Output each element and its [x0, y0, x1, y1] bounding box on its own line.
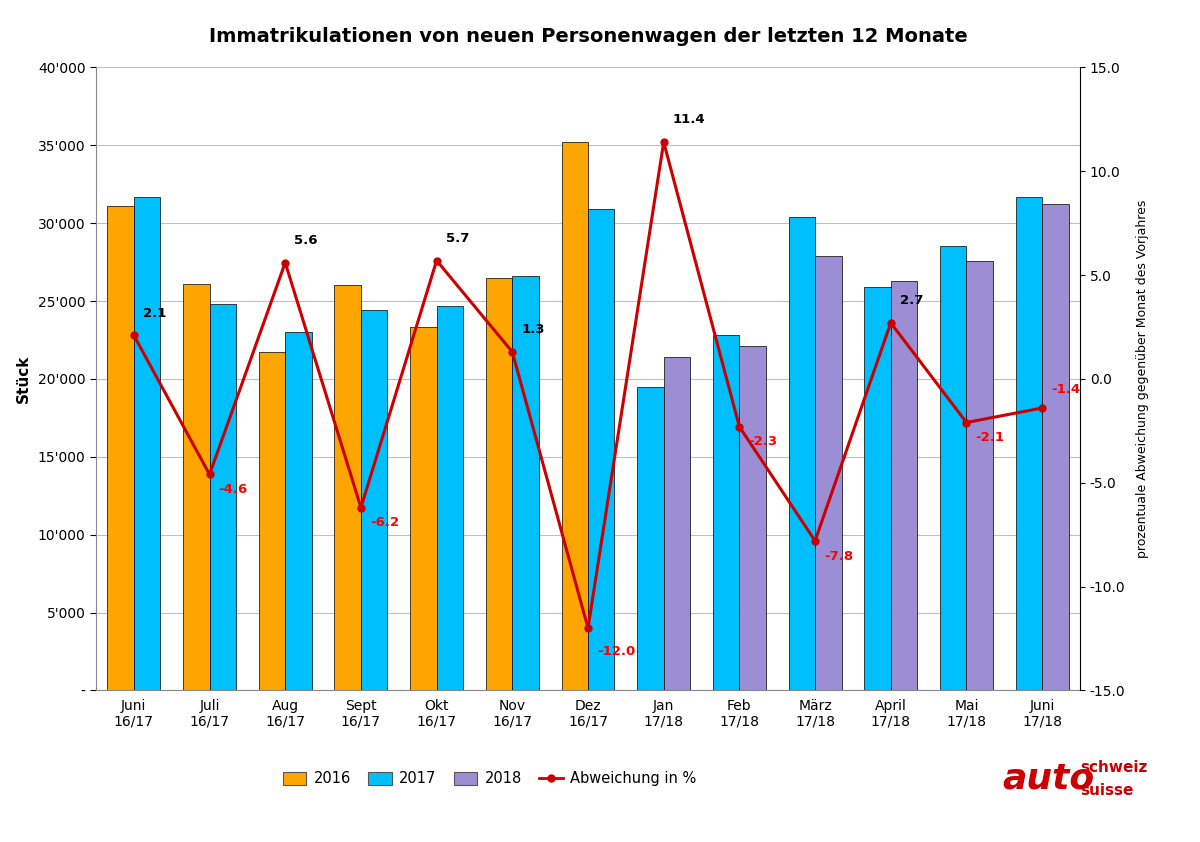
Bar	[335, 285, 361, 690]
Bar	[107, 206, 134, 690]
Text: auto: auto	[1002, 762, 1094, 796]
Text: 5.6: 5.6	[294, 234, 318, 247]
Bar	[788, 217, 815, 690]
Text: suisse: suisse	[1080, 783, 1133, 798]
Bar	[588, 209, 614, 690]
Text: -12.0: -12.0	[598, 645, 635, 658]
Text: -2.3: -2.3	[749, 435, 778, 448]
Bar	[739, 346, 766, 690]
Text: schweiz: schweiz	[1080, 759, 1147, 775]
Text: -2.1: -2.1	[976, 431, 1004, 445]
Y-axis label: prozentuale Abweichung gegenüber Monat des Vorjahres: prozentuale Abweichung gegenüber Monat d…	[1136, 200, 1150, 558]
Text: 1.3: 1.3	[521, 323, 545, 336]
Bar	[361, 311, 388, 690]
Bar	[134, 197, 161, 690]
Bar	[437, 306, 463, 690]
Text: 5.7: 5.7	[445, 232, 469, 245]
Text: -1.4: -1.4	[1051, 383, 1080, 397]
Bar	[890, 280, 917, 690]
Text: 2.7: 2.7	[900, 294, 923, 307]
Bar	[637, 386, 664, 690]
Bar	[940, 247, 966, 690]
Text: 2.1: 2.1	[143, 306, 167, 320]
Bar	[210, 304, 236, 690]
Title: Immatrikulationen von neuen Personenwagen der letzten 12 Monate: Immatrikulationen von neuen Personenwage…	[209, 27, 967, 46]
Bar	[664, 357, 690, 690]
Y-axis label: Stück: Stück	[16, 354, 31, 403]
Bar	[259, 353, 286, 690]
Legend: 2016, 2017, 2018, Abweichung in %: 2016, 2017, 2018, Abweichung in %	[277, 765, 702, 792]
Bar	[286, 332, 312, 690]
Bar	[486, 278, 512, 690]
Bar	[864, 287, 890, 690]
Bar	[410, 328, 437, 690]
Bar	[713, 335, 739, 690]
Bar	[512, 276, 539, 690]
Text: 11.4: 11.4	[673, 114, 706, 126]
Bar	[966, 260, 992, 690]
Bar	[815, 256, 841, 690]
Bar	[1042, 205, 1069, 690]
Bar	[1015, 197, 1042, 690]
Text: -7.8: -7.8	[824, 550, 853, 562]
Text: -6.2: -6.2	[370, 516, 400, 530]
Bar	[184, 284, 210, 690]
Bar	[562, 142, 588, 690]
Text: -4.6: -4.6	[218, 483, 248, 496]
